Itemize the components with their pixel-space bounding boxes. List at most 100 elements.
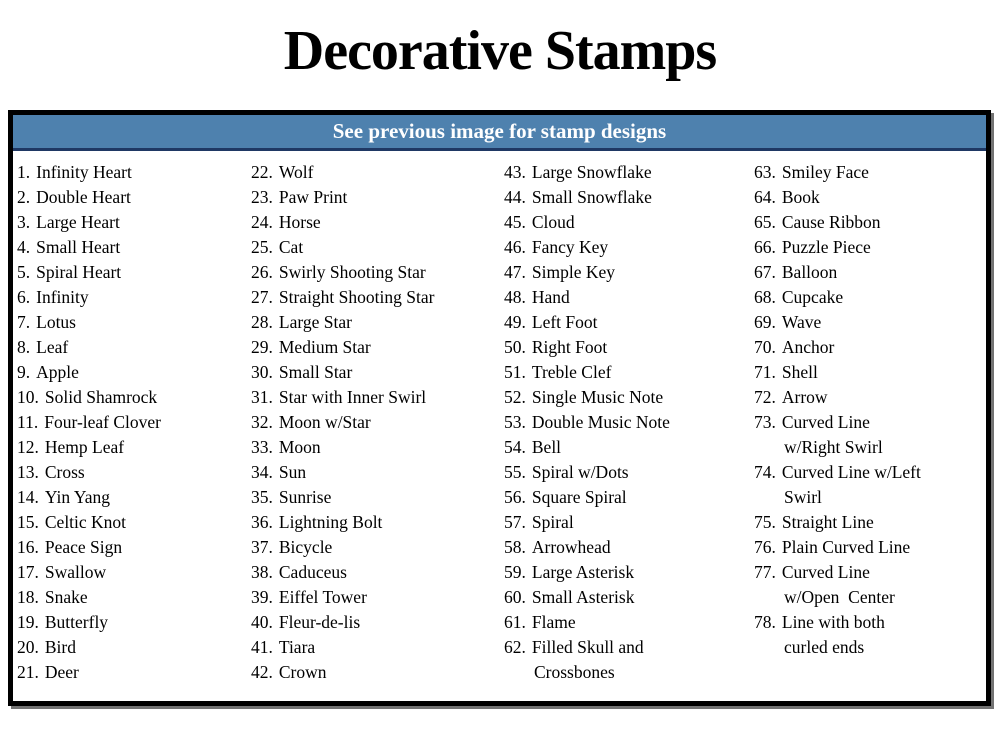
item-number: 20.	[17, 637, 39, 657]
item-number: 69.	[754, 312, 776, 332]
item-number: 2.	[17, 187, 31, 207]
item-number: 56.	[504, 487, 526, 507]
item-name: Caduceus	[278, 562, 347, 582]
item-name: Cat	[278, 237, 304, 257]
list-item: 67. Balloon	[754, 260, 982, 285]
item-number: 47.	[504, 262, 526, 282]
item-name: Bicycle	[278, 537, 333, 557]
item-name: Wolf	[278, 162, 314, 182]
item-name: Straight Line	[781, 512, 874, 532]
item-name: Tiara	[278, 637, 316, 657]
item-name: Horse	[278, 212, 321, 232]
banner: See previous image for stamp designs	[13, 115, 986, 151]
list-item: 50. Right Foot	[504, 335, 750, 360]
list-item: 77. Curved Line w/Open Center	[754, 560, 982, 610]
list-item: 11. Four-leaf Clover	[17, 410, 247, 435]
item-name: Line with both curled ends	[781, 612, 885, 657]
item-name: Moon w/Star	[278, 412, 371, 432]
item-number: 33.	[251, 437, 273, 457]
item-number: 25.	[251, 237, 273, 257]
item-name: Spiral	[531, 512, 574, 532]
item-number: 61.	[504, 612, 526, 632]
list-item: 45. Cloud	[504, 210, 750, 235]
item-name: Apple	[36, 362, 79, 382]
item-name: Double Music Note	[531, 412, 670, 432]
list-item: 15. Celtic Knot	[17, 510, 247, 535]
item-name: Bell	[531, 437, 562, 457]
item-number: 46.	[504, 237, 526, 257]
item-name: Left Foot	[531, 312, 598, 332]
item-name: Cause Ribbon	[781, 212, 881, 232]
item-name: Balloon	[781, 262, 838, 282]
item-number: 34.	[251, 462, 273, 482]
item-number: 31.	[251, 387, 273, 407]
item-number: 59.	[504, 562, 526, 582]
item-name: Leaf	[36, 337, 69, 357]
list-item: 54. Bell	[504, 435, 750, 460]
item-number: 63.	[754, 162, 776, 182]
item-name: Puzzle Piece	[781, 237, 871, 257]
item-name: Small Snowflake	[531, 187, 652, 207]
list-item: 42. Crown	[251, 660, 503, 685]
list-item: 64. Book	[754, 185, 982, 210]
item-number: 12.	[17, 437, 39, 457]
item-number: 16.	[17, 537, 39, 557]
list-item: 55. Spiral w/Dots	[504, 460, 750, 485]
item-number: 15.	[17, 512, 39, 532]
list-item: 23. Paw Print	[251, 185, 503, 210]
list-item: 31. Star with Inner Swirl	[251, 385, 503, 410]
stamp-list-column-3: 43. Large Snowflake 44. Small Snowflake 45. C…	[504, 160, 750, 685]
item-name: Anchor	[781, 337, 835, 357]
list-item: 65. Cause Ribbon	[754, 210, 982, 235]
item-name: Cross	[44, 462, 85, 482]
item-number: 60.	[504, 587, 526, 607]
item-name: Infinity Heart	[36, 162, 132, 182]
item-number: 28.	[251, 312, 273, 332]
item-name: Snake	[44, 587, 88, 607]
item-name: Spiral w/Dots	[531, 462, 629, 482]
item-number: 38.	[251, 562, 273, 582]
item-number: 41.	[251, 637, 273, 657]
item-number: 7.	[17, 312, 31, 332]
list-item: 75. Straight Line	[754, 510, 982, 535]
item-name: Double Heart	[36, 187, 131, 207]
item-number: 4.	[17, 237, 31, 257]
item-number: 1.	[17, 162, 31, 182]
list-item: 27. Straight Shooting Star	[251, 285, 503, 310]
list-item: 57. Spiral	[504, 510, 750, 535]
item-number: 11.	[17, 412, 39, 432]
stamp-list-column-4: 63. Smiley Face 64. Book 65. Cause Ribbon 66. P…	[754, 160, 982, 660]
list-item: 25. Cat	[251, 235, 503, 260]
item-name: Sun	[278, 462, 307, 482]
item-name: Paw Print	[278, 187, 348, 207]
item-number: 48.	[504, 287, 526, 307]
item-number: 29.	[251, 337, 273, 357]
list-item: 24. Horse	[251, 210, 503, 235]
item-number: 78.	[754, 612, 776, 632]
item-name: Sunrise	[278, 487, 332, 507]
item-number: 44.	[504, 187, 526, 207]
list-item: 29. Medium Star	[251, 335, 503, 360]
item-name: Book	[781, 187, 820, 207]
stamp-list-box: See previous image for stamp designs 1. I…	[8, 110, 991, 706]
item-name: Small Asterisk	[531, 587, 635, 607]
item-name: Plain Curved Line	[781, 537, 911, 557]
item-number: 73.	[754, 412, 776, 432]
list-item: 7. Lotus	[17, 310, 247, 335]
list-item: 32. Moon w/Star	[251, 410, 503, 435]
list-item: 66. Puzzle Piece	[754, 235, 982, 260]
item-name: Right Foot	[531, 337, 608, 357]
item-name: Eiffel Tower	[278, 587, 367, 607]
list-item: 35. Sunrise	[251, 485, 503, 510]
list-item: 20. Bird	[17, 635, 247, 660]
item-name: Lotus	[36, 312, 76, 332]
item-name: Square Spiral	[531, 487, 627, 507]
item-name: Star with Inner Swirl	[278, 387, 427, 407]
item-number: 53.	[504, 412, 526, 432]
item-number: 54.	[504, 437, 526, 457]
item-name: Small Star	[278, 362, 353, 382]
item-name: Hemp Leaf	[44, 437, 125, 457]
item-name: Large Asterisk	[531, 562, 635, 582]
list-item: 33. Moon	[251, 435, 503, 460]
list-item: 13. Cross	[17, 460, 247, 485]
